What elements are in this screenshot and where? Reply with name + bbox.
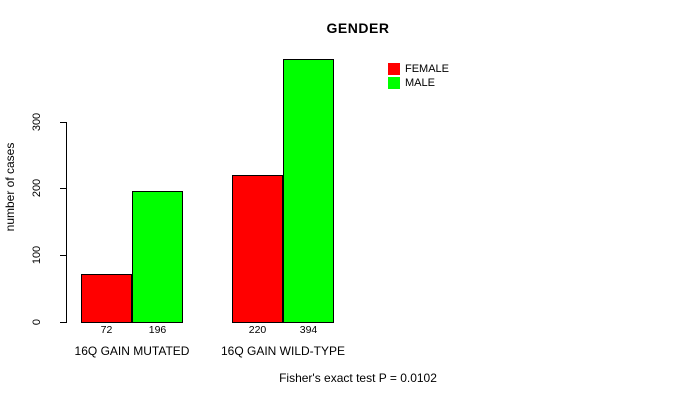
y-axis-tick (60, 255, 66, 257)
chart-title: GENDER (326, 20, 390, 36)
legend-swatch-female (388, 63, 400, 75)
bar-value-label: 394 (299, 324, 318, 336)
y-axis-tick-label: 200 (31, 179, 43, 198)
bar-male-1 (132, 191, 183, 323)
y-axis-tick (60, 322, 66, 323)
y-axis-tick-label: 300 (31, 112, 43, 131)
y-axis-tick-label: 100 (31, 246, 43, 265)
legend-label: FEMALE (405, 63, 450, 75)
y-axis-line (66, 121, 67, 323)
bar-value-label: 220 (248, 324, 267, 336)
legend-item-female: FEMALE (388, 63, 449, 75)
category-label: 16Q GAIN WILD-TYPE (220, 344, 346, 358)
legend-swatch-male (388, 77, 400, 89)
stat-annotation: Fisher's exact test P = 0.0102 (279, 371, 437, 385)
y-axis-tick-label: 0 (31, 318, 43, 326)
category-label: 16Q GAIN MUTATED (74, 344, 190, 358)
legend-item-male: MALE (388, 77, 449, 89)
y-axis-title: number of cases (3, 142, 17, 232)
bar-value-label: 72 (100, 324, 113, 336)
bar-female-2 (232, 175, 283, 323)
y-axis-tick (60, 121, 66, 123)
legend: FEMALE MALE (388, 63, 449, 91)
y-axis-tick (60, 188, 66, 190)
legend-label: MALE (405, 77, 435, 89)
bar-female-1 (81, 273, 132, 323)
bar-value-label: 196 (148, 324, 167, 336)
bar-male-2 (283, 59, 334, 323)
